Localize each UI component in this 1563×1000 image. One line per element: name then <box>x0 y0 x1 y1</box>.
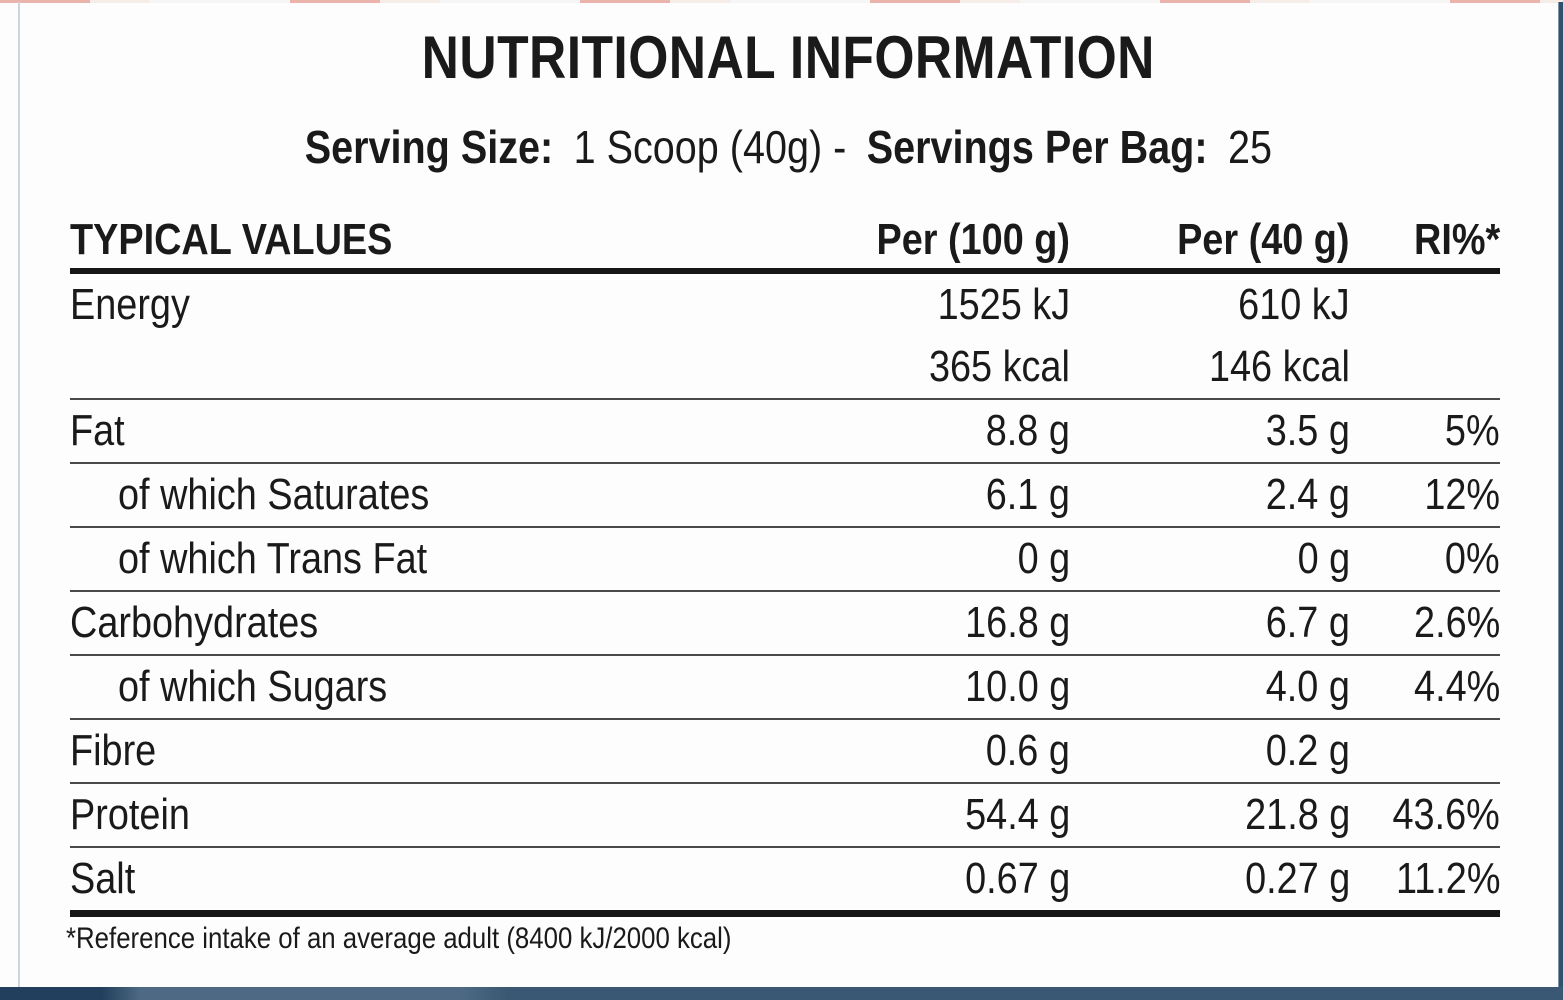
row-per100-value: 54.4 g <box>964 790 1070 839</box>
row-ri-value <box>1350 345 1500 389</box>
row-label: Protein <box>70 790 190 839</box>
row-per40-value: 0.27 g <box>1244 854 1350 903</box>
row-label: Carbohydrates <box>70 598 319 647</box>
servings-per-bag-value: 25 <box>1227 121 1272 173</box>
row-per40-value: 4.0 g <box>1265 662 1350 711</box>
row-label: of which Trans Fat <box>118 534 428 583</box>
table-row-sugars: of which Sugars 10.0 g 4.0 g 4.4% <box>70 656 1500 720</box>
row-ri-value <box>1350 283 1500 327</box>
row-ri-value: 5% <box>1445 406 1500 455</box>
row-per40-value: 0 g <box>1297 534 1350 583</box>
row-label <box>70 345 830 389</box>
row-per100-value: 16.8 g <box>964 598 1070 647</box>
header-typical-values: TYPICAL VALUES <box>70 215 393 264</box>
row-ri-value: 0% <box>1445 534 1500 583</box>
row-label: Fibre <box>70 726 157 775</box>
row-label: Salt <box>70 854 136 903</box>
row-per100-value: 8.8 g <box>985 406 1070 455</box>
row-label: of which Saturates <box>118 470 430 519</box>
row-per40-value: 3.5 g <box>1265 406 1350 455</box>
row-label: Fat <box>70 406 125 455</box>
row-per100-value: 1525 kJ <box>937 280 1070 329</box>
top-border <box>0 0 1563 3</box>
table-row-carbohydrates: Carbohydrates 16.8 g 6.7 g 2.6% <box>70 592 1500 656</box>
serving-size-label: Serving Size: <box>304 121 553 173</box>
row-per100-value: 365 kcal <box>929 342 1070 391</box>
row-per40-value: 610 kJ <box>1238 280 1350 329</box>
serving-size-value: 1 Scoop (40g) - <box>573 121 846 173</box>
page-title: NUTRITIONAL INFORMATION <box>18 28 1558 88</box>
row-ri-value: 12% <box>1424 470 1500 519</box>
row-label: Energy <box>70 280 190 329</box>
header-per-100g: Per (100 g) <box>876 215 1070 264</box>
row-ri-value <box>1350 729 1500 773</box>
table-row-energy-kcal: 365 kcal 146 kcal <box>70 336 1500 400</box>
table-row-saturates: of which Saturates 6.1 g 2.4 g 12% <box>70 464 1500 528</box>
row-per100-value: 0.6 g <box>985 726 1070 775</box>
table-header-row: TYPICAL VALUES Per (100 g) Per (40 g) RI… <box>70 212 1500 274</box>
table-row-fat: Fat 8.8 g 3.5 g 5% <box>70 400 1500 464</box>
row-per100-value: 0 g <box>1017 534 1070 583</box>
row-per100-value: 6.1 g <box>985 470 1070 519</box>
row-per100-value: 0.67 g <box>964 854 1070 903</box>
table-row-fibre: Fibre 0.6 g 0.2 g <box>70 720 1500 784</box>
reference-intake-footnote: *Reference intake of an average adult (8… <box>66 922 732 955</box>
serving-info: Serving Size: 1 Scoop (40g) - Servings P… <box>18 124 1558 170</box>
row-per100-value: 10.0 g <box>964 662 1070 711</box>
bottom-border <box>0 987 1563 1000</box>
table-row-salt: Salt 0.67 g 0.27 g 11.2% <box>70 848 1500 917</box>
row-per40-value: 0.2 g <box>1265 726 1350 775</box>
right-border <box>1558 2 1563 988</box>
row-ri-value: 4.4% <box>1413 662 1500 711</box>
row-per40-value: 21.8 g <box>1244 790 1350 839</box>
nutrition-table: TYPICAL VALUES Per (100 g) Per (40 g) RI… <box>70 212 1500 917</box>
row-label: of which Sugars <box>118 662 388 711</box>
row-ri-value: 11.2% <box>1395 854 1500 903</box>
table-row-protein: Protein 54.4 g 21.8 g 43.6% <box>70 784 1500 848</box>
table-row-trans-fat: of which Trans Fat 0 g 0 g 0% <box>70 528 1500 592</box>
servings-per-bag-label: Servings Per Bag: <box>866 121 1208 173</box>
row-ri-value: 43.6% <box>1392 790 1500 839</box>
left-border <box>0 2 20 988</box>
page-title-text: NUTRITIONAL INFORMATION <box>421 24 1155 91</box>
row-per40-value: 2.4 g <box>1265 470 1350 519</box>
row-per40-value: 6.7 g <box>1265 598 1350 647</box>
header-ri-percent: RI%* <box>1413 215 1500 264</box>
row-ri-value: 2.6% <box>1413 598 1500 647</box>
row-per40-value: 146 kcal <box>1209 342 1350 391</box>
header-per-40g: Per (40 g) <box>1177 215 1350 264</box>
table-row-energy-kj: Energy 1525 kJ 610 kJ <box>70 274 1500 336</box>
